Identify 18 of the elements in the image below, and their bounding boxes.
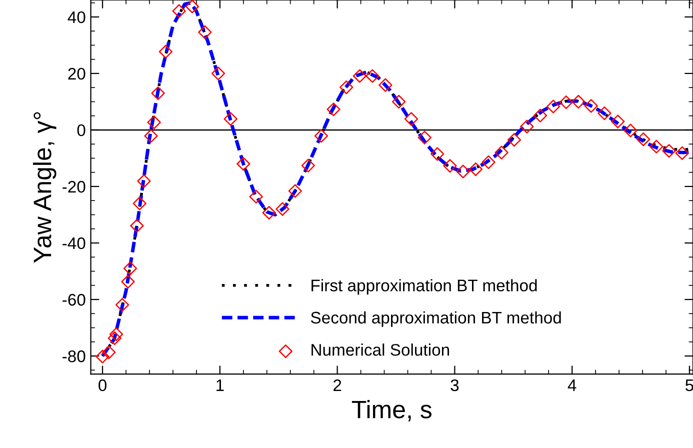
y-tick-label: 0 <box>77 124 86 136</box>
x-tick-label: 0 <box>98 379 107 392</box>
x-tick-label: 4 <box>568 380 576 392</box>
y-tick-label: 40 <box>68 11 86 24</box>
x-tick-label: 2 <box>334 379 342 392</box>
y-tick-label: -40 <box>62 237 86 250</box>
legend-label: First approximation BT method <box>312 279 537 295</box>
x-axis-title: Time, s <box>352 400 432 422</box>
legend-label: Second approximation BT method <box>310 311 561 327</box>
y-tick-label: -20 <box>62 180 86 193</box>
x-tick-label: 5 <box>686 380 693 392</box>
y-tick-label: -60 <box>62 294 86 306</box>
y-tick-label: -80 <box>62 350 86 362</box>
x-tick-label: 3 <box>450 379 459 392</box>
legend-label: Numerical Solution <box>312 344 450 356</box>
y-axis-title: Yaw Angle, γ° <box>32 112 56 263</box>
x-tick-label: 1 <box>216 380 224 392</box>
y-tick-label: 20 <box>68 68 86 80</box>
